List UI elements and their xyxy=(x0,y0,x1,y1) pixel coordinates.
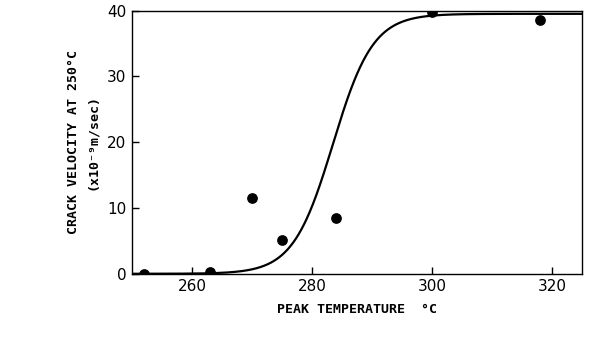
Point xyxy=(139,271,149,277)
Point xyxy=(331,215,341,221)
Point xyxy=(427,9,437,15)
Y-axis label: CRACK VELOCITY AT 250°C
(x10⁻⁹m/sec): CRACK VELOCITY AT 250°C (x10⁻⁹m/sec) xyxy=(67,50,99,234)
Point xyxy=(205,269,215,274)
X-axis label: PEAK TEMPERATURE  °C: PEAK TEMPERATURE °C xyxy=(277,303,437,316)
Point xyxy=(277,237,287,242)
Point xyxy=(247,195,257,201)
Point xyxy=(535,18,545,23)
